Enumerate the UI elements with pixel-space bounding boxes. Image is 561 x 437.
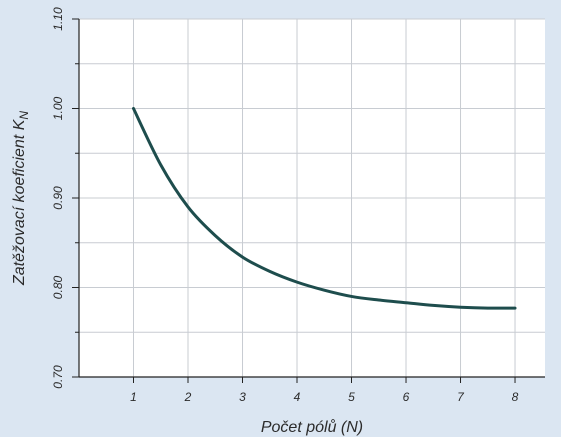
x-tick-label: 4	[294, 390, 301, 404]
x-tick-label: 8	[512, 390, 519, 404]
y-axis-title-sub: N	[17, 111, 31, 120]
x-axis-title: Počet pólů (N)	[261, 418, 363, 436]
y-axis-title-main: Zatěžovací koeficient K	[11, 118, 28, 286]
x-tick-label: 7	[457, 390, 465, 404]
x-tick-label: 6	[403, 390, 410, 404]
x-tick-label: 2	[184, 390, 192, 404]
x-tick-label: 1	[130, 390, 137, 404]
ticks	[72, 18, 516, 383]
y-tick-label: 0.80	[51, 275, 65, 299]
x-tick-label: 5	[348, 390, 355, 404]
y-axis-title: Zatěžovací koeficient KN	[11, 111, 31, 286]
tick-labels: 1 2 3 4 5 6 7 8 0.70 0.80 0.90 1.00 1.10	[51, 7, 519, 404]
y-tick-label: 1.00	[51, 96, 65, 120]
x-tick-label: 3	[239, 390, 246, 404]
y-tick-label: 0.90	[51, 186, 65, 210]
series-line	[132, 107, 517, 310]
y-tick-label: 1.10	[51, 7, 65, 31]
x-axis-title-text: Počet pólů (N)	[261, 418, 363, 436]
y-tick-label: 0.70	[51, 365, 65, 389]
